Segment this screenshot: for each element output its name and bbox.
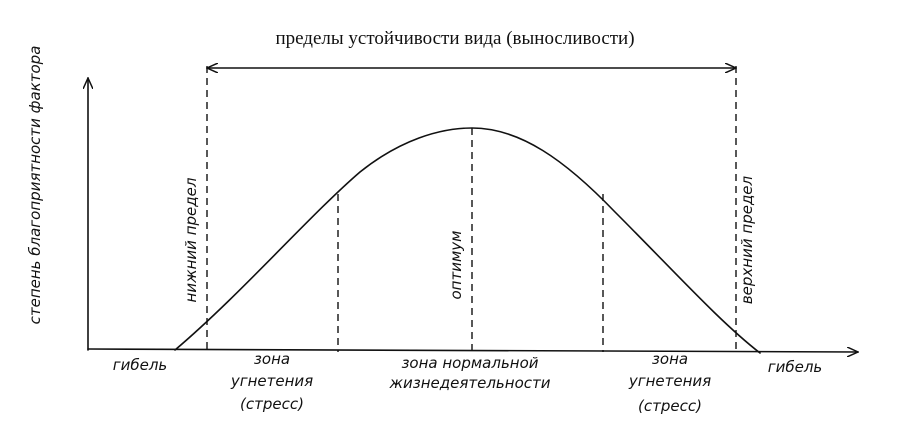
limit-label: нижний предел [182,177,200,302]
zone-label: гибель [113,356,168,374]
title: пределы устойчивости вида (выносливости) [275,28,634,49]
zone-label: (стресс) [638,397,702,415]
zone-label: угнетения [628,372,711,390]
zone-label: зона [254,350,290,368]
zone-label: жизнедеятельности [388,374,550,392]
x-axis [87,349,858,352]
zone-label: гибель [768,358,823,376]
limit-label: оптимум [447,231,465,300]
zone-label: зона нормальной [401,354,538,372]
y-axis-label: степень благоприятности фактора [26,46,44,325]
zone-label: (стресс) [240,395,304,413]
zone-label: угнетения [230,372,313,390]
limit-label: верхний предел [738,175,756,304]
tolerance-curve [174,127,761,354]
zone-label: зона [652,350,688,368]
